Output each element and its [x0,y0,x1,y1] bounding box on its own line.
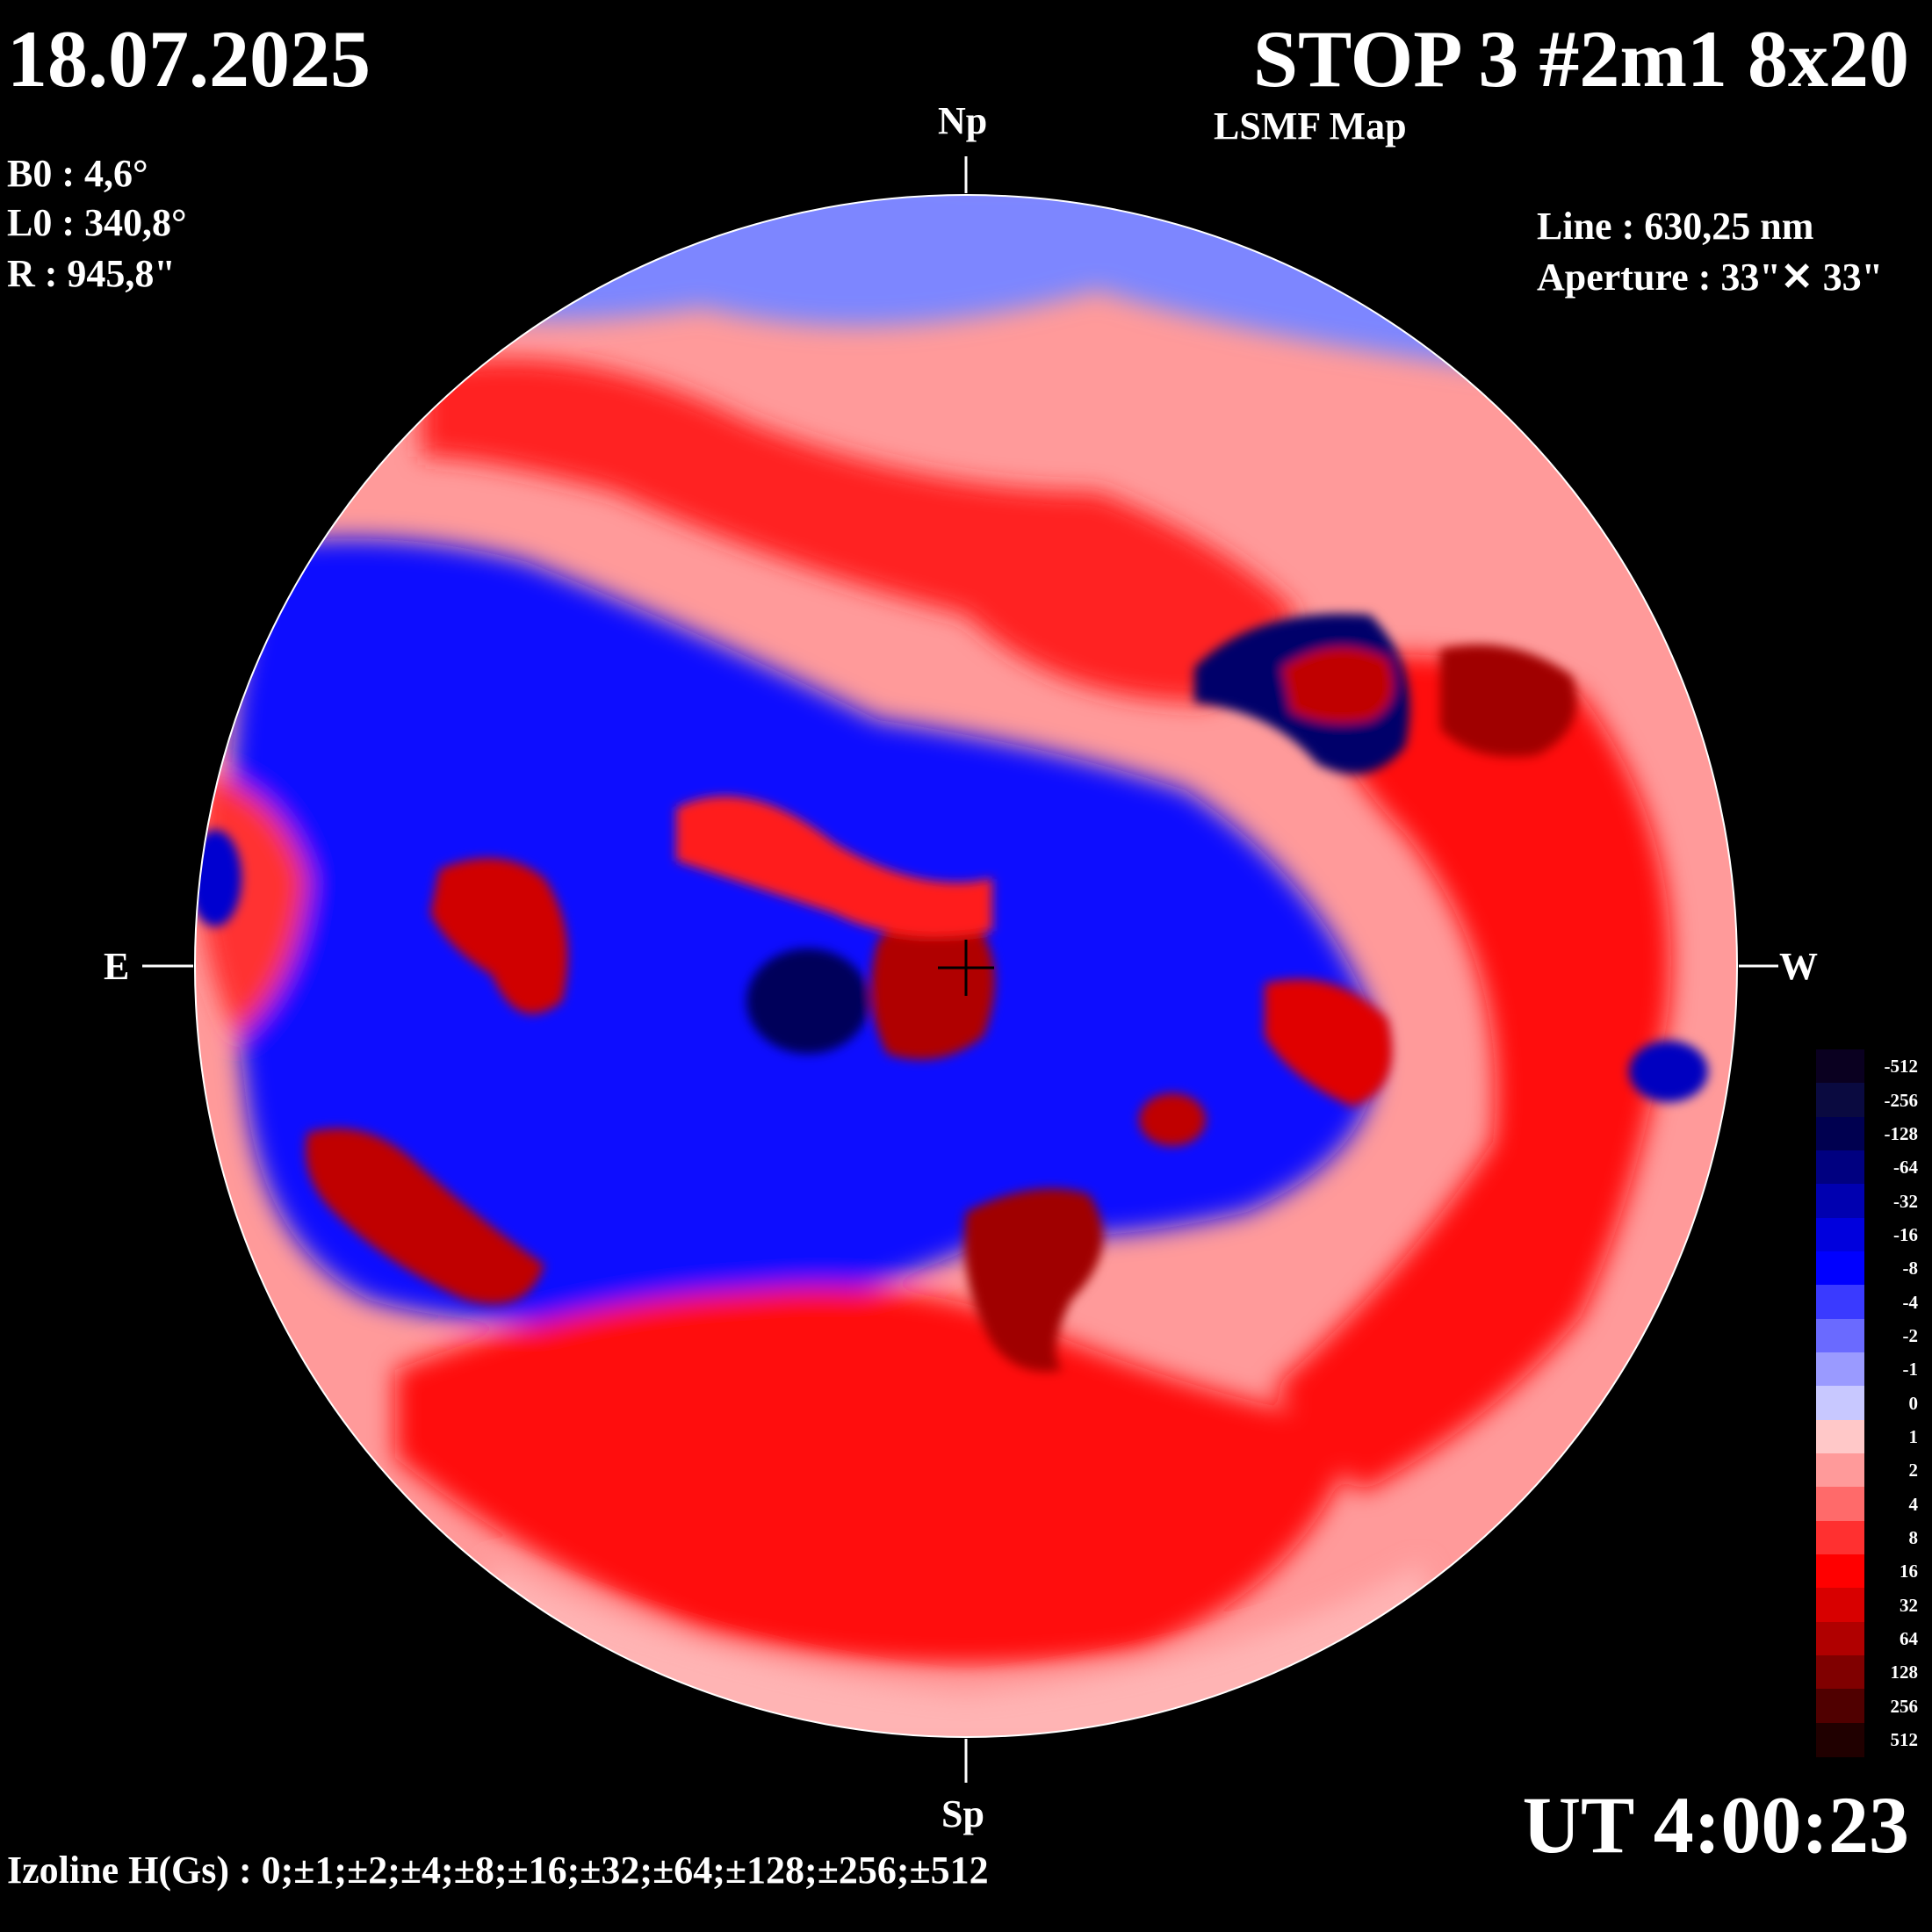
central-red-tongue-region [676,796,992,937]
colorbar-swatch [1816,1655,1864,1690]
colorbar-swatch [1816,1285,1864,1320]
colorbar-label: 512 [1890,1728,1919,1750]
colorbar-labels: -512 -256 -128 -64 -32 -16 -8 -4 -2 -1 0 1 2 4 8 16 32 64… [1869,1049,1921,1756]
colorbar-swatch [1816,1352,1864,1388]
colorbar-swatch [1816,1386,1864,1421]
colorbar-swatch [1816,1116,1864,1151]
map-subtitle: LSMF Map [1214,105,1407,148]
colorbar-swatch [1816,1251,1864,1287]
aperture-value: Aperture : 33"✕ 33" [1537,256,1884,299]
colorbar-swatch [1816,1217,1864,1252]
b0-value: B0 : 4,6° [7,152,148,195]
colorbar-label: -256 [1884,1089,1919,1111]
colorbar-label: 128 [1890,1662,1919,1683]
disk-limb [194,194,1738,1738]
colorbar-label: -32 [1893,1190,1918,1212]
colorbar-label: -128 [1884,1122,1919,1144]
east-red-patch-region [430,858,568,1014]
izoline-legend: Izoline H(Gs) : 0;±1;±2;±4;±8;±16;±32;±6… [7,1849,989,1892]
colorbar-label: 0 [1908,1392,1919,1414]
west-label: W [1779,945,1818,988]
central-blue-band-region [230,538,1377,1323]
colorbar-label: 256 [1890,1695,1919,1717]
colorbar-swatch [1816,1083,1864,1118]
colorbar-label: 1 [1908,1425,1919,1447]
west-red-patch-region [1265,979,1392,1107]
colorbar-swatch [1816,1621,1864,1656]
small-red-patch-region [1139,1093,1206,1146]
ne-dark-red-patch-region [1440,645,1576,757]
colorbar-swatch [1816,1150,1864,1186]
colorbar-swatch [1816,1318,1864,1353]
colorbar-label: -2 [1902,1324,1919,1346]
colorbar-swatch [1816,1554,1864,1590]
colorbar-swatch [1816,1184,1864,1219]
observation-date: 18.07.2025 [7,14,371,104]
colorbar-label: 64 [1900,1627,1918,1649]
colorbar-label: -64 [1893,1157,1918,1179]
colorbar-swatch [1816,1453,1864,1489]
colorbar-swatch [1816,1722,1864,1757]
colorbar-label: 8 [1908,1526,1919,1548]
east-label: E [104,945,130,988]
colorbar-label: 32 [1900,1594,1918,1616]
colorbar-label: -1 [1902,1359,1919,1381]
south-red-band-region [395,1287,1361,1665]
radius-value: R : 945,8" [7,252,176,295]
west-limb-blue-region [1629,1041,1708,1102]
colorbar-label: 4 [1908,1493,1919,1515]
colorbar-swatch [1816,1487,1864,1522]
ne-red-patch-region [1282,647,1394,724]
colorbar-label: -4 [1902,1291,1919,1313]
colorbar-label: -8 [1902,1258,1919,1280]
se-red-patch-region [964,1188,1103,1372]
colorbar [1816,1049,1864,1757]
colorbar-label: -512 [1884,1056,1919,1078]
west-red-band-region [1273,654,1671,1493]
colorbar-label: 16 [1900,1561,1918,1582]
south-pole-label: Sp [941,1792,984,1835]
colorbar-swatch [1816,1689,1864,1724]
map-title: STOP 3 #2m1 8x20 [1252,14,1909,104]
north-pole-label: Np [938,99,988,142]
colorbar-swatch [1816,1419,1864,1454]
colorbar-swatch [1816,1588,1864,1623]
center-red-core-region [871,916,995,1060]
colorbar-swatch [1816,1049,1864,1085]
colorbar-label: 2 [1908,1460,1919,1481]
colorbar-label: -16 [1893,1223,1918,1245]
north-red-band-region [422,358,1300,703]
sw-red-patch-region [306,1128,544,1304]
ut-time: UT 4:00:23 [1522,1780,1909,1870]
line-value: Line : 630,25 nm [1537,205,1814,248]
colorbar-swatch [1816,1520,1864,1555]
l0-value: L0 : 340,8° [7,201,187,244]
center-blue-core-region [746,948,869,1054]
